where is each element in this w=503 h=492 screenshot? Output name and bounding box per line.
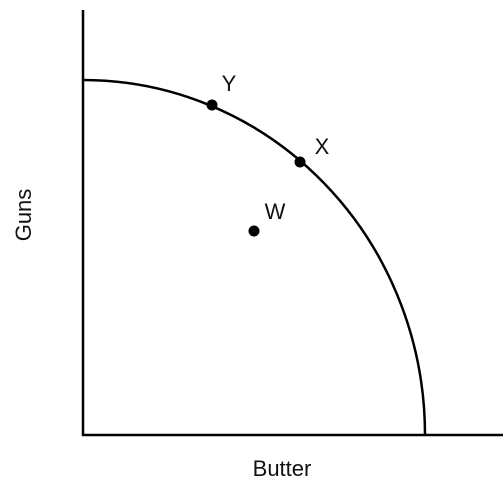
y-axis-label: Guns xyxy=(11,189,36,242)
point-marker xyxy=(248,225,260,237)
point-label: X xyxy=(315,134,330,159)
point-label: Y xyxy=(222,71,237,96)
point-marker xyxy=(206,99,218,111)
x-axis-label: Butter xyxy=(253,456,312,481)
point-label: W xyxy=(265,199,286,224)
point-marker xyxy=(294,156,306,168)
ppf-curve xyxy=(82,78,427,436)
